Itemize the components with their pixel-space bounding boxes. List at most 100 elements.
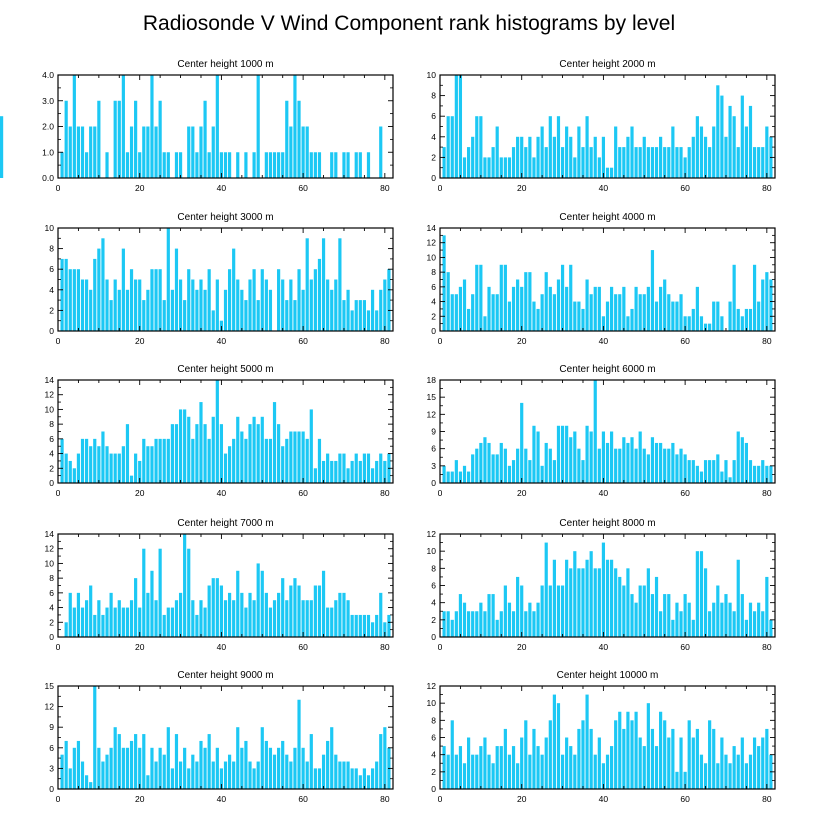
- histogram-bar: [64, 622, 68, 637]
- histogram-bar: [207, 734, 211, 789]
- histogram-bar: [358, 152, 362, 178]
- histogram-bar: [573, 754, 577, 789]
- histogram-bar: [72, 75, 76, 178]
- histogram-bar: [744, 126, 748, 178]
- histogram-bar: [748, 105, 753, 178]
- histogram-bar: [219, 320, 224, 331]
- y-tick-label: 2: [49, 617, 54, 627]
- histogram-bar: [752, 465, 757, 483]
- histogram-bar: [150, 747, 154, 789]
- histogram-bar: [605, 167, 610, 178]
- histogram-bar: [375, 460, 379, 483]
- histogram-bar: [675, 454, 679, 483]
- histogram-bar: [105, 152, 109, 178]
- histogram-bar: [350, 614, 354, 637]
- histogram-bar: [467, 308, 471, 331]
- x-tick-label: 60: [298, 336, 308, 346]
- histogram-bar: [134, 279, 138, 331]
- histogram-bar: [757, 602, 761, 637]
- histogram-bar: [475, 116, 479, 178]
- histogram-bar: [76, 592, 81, 637]
- y-tick-label: 15: [427, 392, 437, 402]
- histogram-bar: [593, 136, 597, 178]
- histogram-bar: [744, 763, 748, 789]
- histogram-bar: [614, 294, 618, 331]
- histogram-bar: [305, 238, 309, 331]
- histogram-bar: [64, 453, 68, 483]
- histogram-bar: [191, 754, 195, 789]
- x-tick-label: 40: [599, 183, 609, 193]
- histogram-bar: [679, 448, 683, 483]
- histogram-bar: [736, 559, 740, 637]
- histogram-bar: [281, 279, 285, 331]
- histogram-bar: [248, 424, 252, 483]
- histogram-bar: [487, 157, 491, 178]
- histogram-bar: [354, 768, 358, 789]
- histogram-bar: [671, 301, 675, 331]
- histogram-bar: [72, 468, 76, 483]
- y-tick-label: 4: [49, 449, 54, 459]
- histogram-bar: [495, 294, 499, 331]
- histogram-bar: [297, 269, 301, 331]
- histogram-bar: [475, 754, 479, 789]
- histogram-bar: [752, 264, 757, 331]
- histogram-bar: [354, 152, 358, 178]
- histogram-bar: [244, 607, 248, 637]
- histogram-bar: [765, 728, 769, 789]
- histogram-bar: [703, 460, 708, 483]
- histogram-bar: [256, 761, 260, 789]
- histogram-bar: [150, 269, 154, 331]
- histogram-bar: [699, 754, 704, 789]
- histogram-bar: [85, 279, 89, 331]
- histogram-bar: [236, 727, 240, 789]
- histogram-bar: [260, 727, 264, 789]
- histogram-bar: [609, 746, 614, 789]
- histogram-bar: [101, 761, 105, 789]
- histogram-bar: [483, 157, 487, 178]
- histogram-bar: [667, 294, 671, 331]
- histogram-bar: [524, 448, 528, 483]
- histogram-bar: [446, 754, 450, 789]
- histogram-bar: [281, 446, 285, 483]
- histogram-bar: [375, 761, 379, 789]
- histogram-bar: [679, 737, 683, 789]
- histogram-bar: [256, 424, 260, 483]
- histogram-bar: [264, 152, 268, 178]
- histogram-bar: [121, 248, 125, 331]
- histogram-bar: [227, 269, 232, 331]
- x-tick-label: 0: [438, 488, 443, 498]
- histogram-bar: [442, 465, 446, 483]
- histogram-bar: [728, 602, 732, 637]
- histogram-bar: [105, 279, 109, 331]
- histogram-bar: [577, 448, 581, 483]
- histogram-bar: [346, 600, 350, 637]
- y-tick-label: 6: [49, 264, 54, 274]
- histogram-bar: [761, 460, 765, 483]
- histogram-bar: [659, 286, 663, 331]
- histogram-bar: [342, 300, 346, 331]
- histogram-bar: [479, 602, 483, 637]
- histogram-bar: [383, 279, 387, 331]
- histogram-bar: [272, 402, 277, 483]
- histogram-bar: [626, 316, 630, 331]
- x-tick-label: 40: [217, 642, 227, 652]
- histogram-bar: [442, 147, 446, 178]
- histogram-bar: [679, 611, 683, 637]
- histogram-bar: [614, 720, 618, 789]
- histogram-bar: [712, 602, 716, 637]
- histogram-bar: [309, 279, 313, 331]
- histogram-bar: [532, 301, 536, 331]
- histogram-bar: [536, 602, 540, 637]
- histogram-bar: [277, 424, 281, 483]
- histogram-bar: [142, 126, 146, 178]
- histogram-panel: Center height 7000 m 0 20 40 60 80 0 2 4 6 8 10 12 14: [45, 518, 394, 652]
- histogram-bar: [211, 126, 215, 178]
- histogram-bar: [540, 585, 544, 637]
- histogram-bar: [565, 286, 569, 331]
- y-tick-label: 12: [45, 702, 55, 712]
- histogram-bar: [446, 116, 450, 178]
- histogram-bar: [732, 264, 736, 331]
- histogram-bar: [622, 286, 626, 331]
- histogram-bar: [499, 157, 503, 178]
- histogram-bar: [281, 740, 285, 789]
